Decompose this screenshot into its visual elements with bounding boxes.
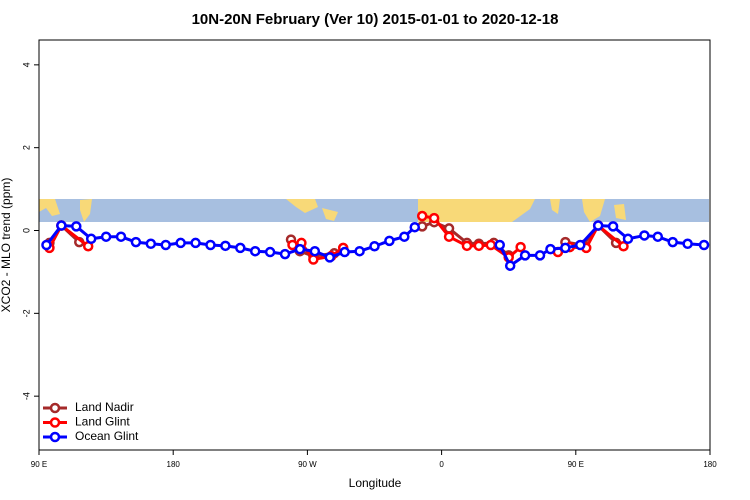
legend-label: Land Nadir [75,400,134,414]
data-point [622,233,634,245]
data-point [682,238,693,250]
data-point [130,236,142,248]
legend-marker [49,402,61,414]
data-point [515,241,526,253]
y-tick-label: 0 [21,228,31,233]
data-point [205,239,216,251]
data-point [504,260,516,271]
y-tick-label: 2 [21,145,31,150]
data-point [639,230,650,241]
data-point [545,243,556,255]
data-point [190,237,201,249]
legend-marker [49,417,61,428]
data-point [485,239,497,251]
y-tick-label: 4 [21,62,31,67]
data-point [575,239,586,251]
x-tick-label: 180 [167,460,181,469]
data-point [416,210,428,222]
legend-marker [49,431,61,443]
y-tick-label: -4 [21,392,31,400]
x-tick-label: 90 W [298,460,317,469]
legend-label: Land Glint [75,415,130,429]
data-point [220,240,231,252]
x-tick-label: 90 E [31,460,47,469]
data-point [287,239,298,251]
data-point [339,246,350,258]
data-point [249,245,261,257]
data-point [607,221,619,232]
data-point [235,242,246,254]
data-point [264,246,276,258]
data-point [409,221,421,233]
data-point [698,239,710,251]
data-point [369,240,380,252]
data-point [160,239,171,251]
data-point [399,231,410,242]
x-axis-label: Longitude [349,476,402,490]
data-point [85,233,97,245]
data-point [100,231,112,242]
data-point [324,252,336,263]
data-point [473,240,485,252]
data-point [428,212,440,224]
data-point [56,220,67,231]
plot-frame [38,39,711,451]
data-point [71,221,82,232]
legend-label: Ocean Glint [75,429,139,443]
data-point [494,239,506,251]
chart-title: 10N-20N February (Ver 10) 2015-01-01 to … [192,11,559,28]
data-point [175,237,186,249]
data-point [592,220,604,231]
data-point [354,245,365,257]
x-tick-label: 0 [439,460,444,469]
data-point [652,231,664,242]
data-point [443,231,455,242]
data-point [519,250,531,261]
data-point [618,240,629,252]
data-point [534,250,546,261]
map-strip [39,199,709,222]
data-point [461,240,473,252]
data-point [145,238,157,250]
data-point [41,239,52,251]
data-point [667,236,678,248]
data-point [308,254,319,265]
x-tick-label: 180 [703,460,717,469]
data-point [384,235,395,247]
data-point [115,231,127,242]
data-point [279,248,291,260]
data-point [309,245,321,257]
x-tick-label: 90 E [568,460,584,469]
data-point [560,242,571,254]
data-point [294,243,306,255]
y-tick-label: -2 [21,309,31,317]
y-axis-label: XCO2 - MLO trend (ppm) [0,178,13,313]
